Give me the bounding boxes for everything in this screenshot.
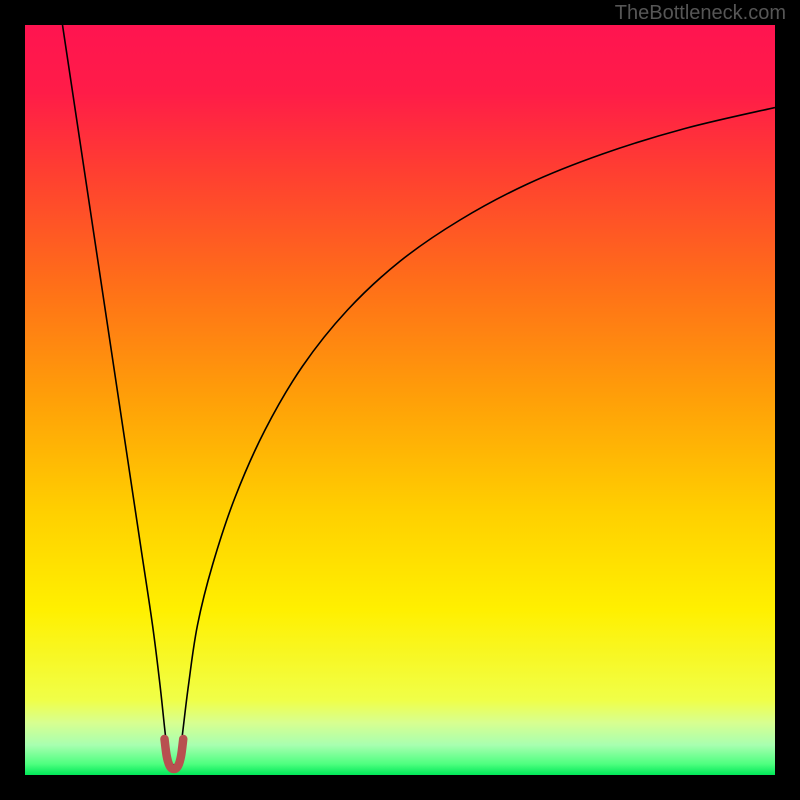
chart-container: TheBottleneck.com — [0, 0, 800, 800]
watermark-text: TheBottleneck.com — [615, 2, 786, 25]
chart-background — [25, 25, 775, 775]
bottleneck-chart — [0, 0, 800, 800]
